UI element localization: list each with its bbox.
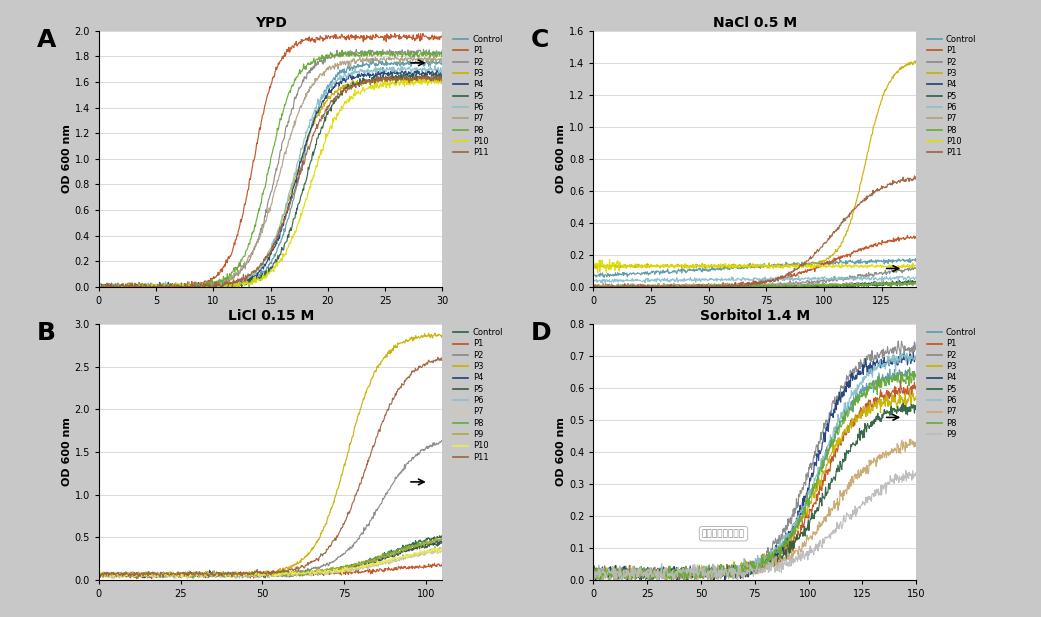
Text: D: D xyxy=(531,321,552,345)
Legend: Control, P1, P2, P3, P4, P5, P6, P7, P8, P10, P11: Control, P1, P2, P3, P4, P5, P6, P7, P8,… xyxy=(454,35,503,157)
Text: C: C xyxy=(531,28,550,52)
Text: 上海谱载仪器资讯: 上海谱载仪器资讯 xyxy=(702,529,745,538)
Title: NaCl 0.5 M: NaCl 0.5 M xyxy=(713,15,796,30)
Y-axis label: OD 600 nm: OD 600 nm xyxy=(556,125,566,193)
Title: LiCl 0.15 M: LiCl 0.15 M xyxy=(228,308,313,323)
Legend: Control, P1, P2, P3, P4, P5, P6, P7, P8, P9, P10, P11: Control, P1, P2, P3, P4, P5, P6, P7, P8,… xyxy=(454,328,503,462)
Title: Sorbitol 1.4 M: Sorbitol 1.4 M xyxy=(700,308,810,323)
Title: YPD: YPD xyxy=(255,15,286,30)
Text: A: A xyxy=(36,28,56,52)
Y-axis label: OD 600 nm: OD 600 nm xyxy=(556,418,566,486)
Legend: Control, P1, P2, P3, P4, P5, P6, P7, P8, P9: Control, P1, P2, P3, P4, P5, P6, P7, P8,… xyxy=(926,328,976,439)
Legend: Control, P1, P2, P3, P4, P5, P6, P7, P8, P10, P11: Control, P1, P2, P3, P4, P5, P6, P7, P8,… xyxy=(926,35,976,157)
Y-axis label: OD 600 nm: OD 600 nm xyxy=(61,418,72,486)
Y-axis label: OD 600 nm: OD 600 nm xyxy=(61,125,72,193)
Text: B: B xyxy=(36,321,55,345)
